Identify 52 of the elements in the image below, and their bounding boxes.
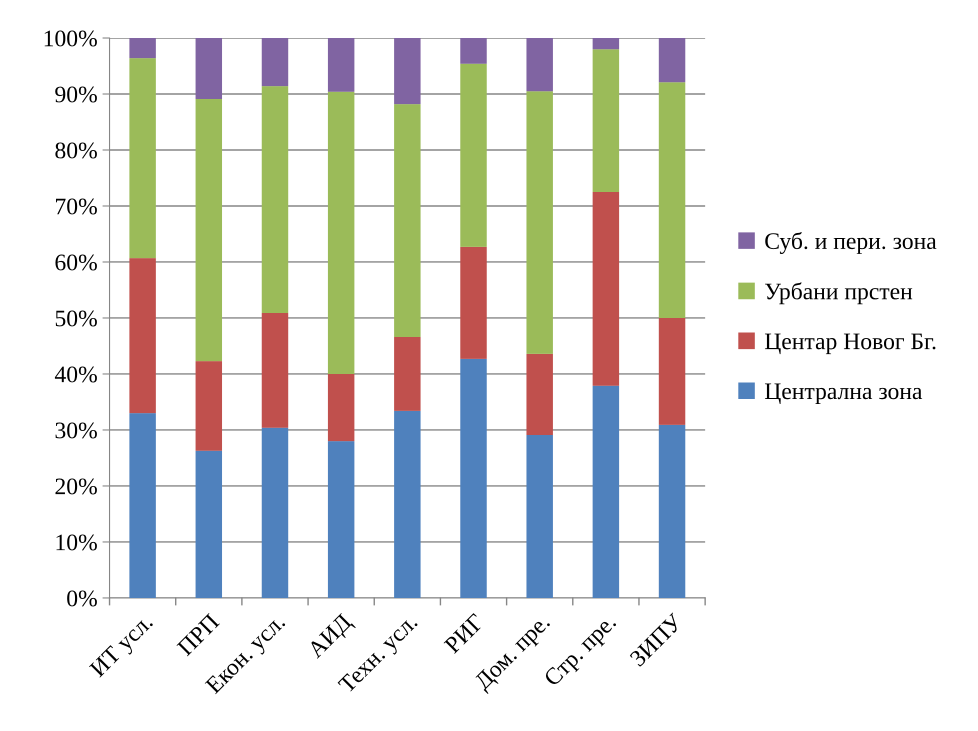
bar <box>460 38 487 64</box>
bar <box>328 374 354 442</box>
bar <box>526 91 553 354</box>
bar <box>129 58 156 258</box>
bar <box>328 92 354 374</box>
bar <box>394 104 421 338</box>
bar <box>658 318 686 425</box>
bar <box>592 49 620 192</box>
bar <box>196 361 222 451</box>
bar <box>129 38 156 58</box>
y-tick-label: 50% <box>56 310 97 326</box>
bar <box>658 424 686 598</box>
y-tick-label: 0% <box>67 590 97 606</box>
bar <box>196 99 222 362</box>
bar <box>196 450 222 598</box>
bar <box>262 312 288 428</box>
bar <box>460 358 487 598</box>
bar <box>328 441 354 598</box>
legend-label: Центар Новог Бг. <box>764 334 936 354</box>
bar <box>196 38 222 100</box>
y-tick-label: 60% <box>55 254 97 270</box>
legend-label: Суб. и пери. зона <box>765 232 936 254</box>
bar <box>328 38 354 92</box>
legend-label: Централна зона <box>764 384 922 404</box>
bar <box>262 86 288 313</box>
bar <box>658 38 686 82</box>
bar <box>592 38 620 50</box>
bar <box>658 82 686 318</box>
bar <box>129 258 156 414</box>
bar <box>394 337 421 411</box>
y-tick-label: 30% <box>56 422 97 438</box>
y-tick-label: 20% <box>55 478 97 494</box>
bar <box>394 38 421 104</box>
y-tick-label: 100% <box>44 30 97 47</box>
bar <box>262 428 288 598</box>
bar <box>592 386 620 598</box>
legend-label: Урбани прстен <box>765 282 912 304</box>
y-tick-label: 40% <box>54 366 97 382</box>
y-tick-label: 70% <box>56 198 97 214</box>
bar <box>526 354 553 436</box>
bar <box>129 413 156 598</box>
bar <box>262 38 288 86</box>
bar <box>394 410 421 598</box>
y-tick-label: 90% <box>55 86 97 103</box>
bar <box>460 246 487 359</box>
bar <box>526 435 553 598</box>
y-tick-label: 10% <box>56 534 97 550</box>
y-tick-label: 80% <box>55 142 97 159</box>
bar <box>592 192 620 386</box>
bar <box>460 64 487 247</box>
x-tick-label: ИТ усл. <box>89 614 157 682</box>
bar <box>526 38 553 92</box>
